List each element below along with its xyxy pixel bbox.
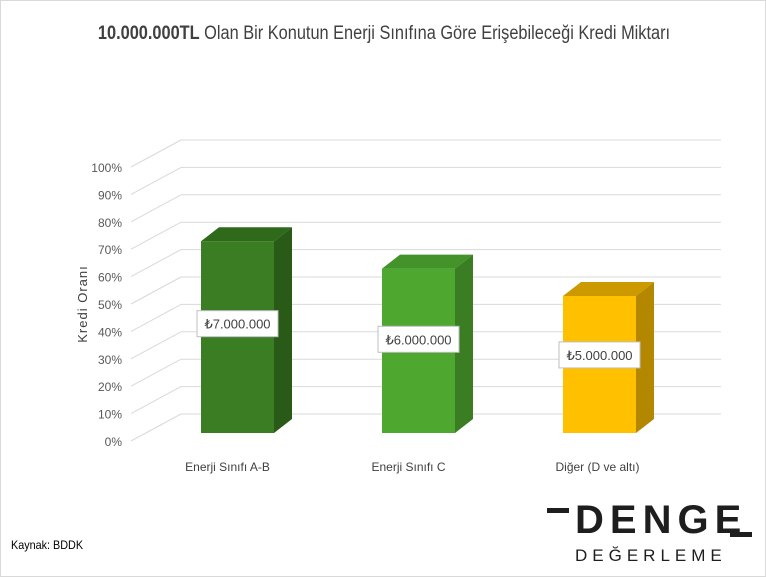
chart-title: 10.000.000TL Olan Bir Konutun Enerji Sın… xyxy=(55,23,714,45)
data-label-box xyxy=(558,341,641,369)
gridline-depth xyxy=(130,249,182,278)
y-tick-label: 10% xyxy=(98,408,122,422)
bar-top xyxy=(563,282,654,296)
gridline-depth xyxy=(130,303,182,332)
gridline-depth xyxy=(130,331,182,360)
y-tick-label: 90% xyxy=(98,188,122,202)
y-tick-label: 0% xyxy=(105,435,123,449)
y-tick-label: 40% xyxy=(98,325,122,339)
bar-side xyxy=(636,282,654,433)
gridline-depth xyxy=(130,166,182,195)
bar-top xyxy=(201,227,292,242)
y-tick-label: 20% xyxy=(98,380,122,394)
y-tick-label: 80% xyxy=(98,216,122,230)
gridline-depth xyxy=(130,221,182,250)
y-tick-label: 70% xyxy=(98,243,122,257)
source-note: Kaynak: BDDK xyxy=(11,538,84,552)
x-tick-label: Diğer (D ve altı) xyxy=(555,460,639,474)
data-label-box xyxy=(196,310,279,338)
data-label: ₺6.000.000 xyxy=(385,332,451,347)
data-label-box xyxy=(377,325,460,353)
y-axis-label: Kredi Oranı xyxy=(75,265,90,342)
title-bold: 10.000.000TL xyxy=(97,23,200,44)
denge-logo: DENGE DEĞERLEME xyxy=(547,496,757,576)
gridline-depth xyxy=(130,276,182,305)
gridline-depth xyxy=(130,358,182,387)
gridline-depth xyxy=(130,386,182,415)
bar-top xyxy=(382,254,473,269)
y-tick-label: 50% xyxy=(98,298,122,312)
data-label: ₺5.000.000 xyxy=(566,348,632,363)
title-rest: Olan Bir Konutun Enerji Sınıfına Göre Er… xyxy=(204,23,671,44)
x-tick-label: Enerji Sınıfı A-B xyxy=(185,460,270,474)
bar-side xyxy=(274,227,292,433)
data-label: ₺7.000.000 xyxy=(204,317,270,332)
y-tick-label: 30% xyxy=(98,353,122,367)
y-tick-label: 100% xyxy=(91,161,122,175)
y-tick-label: 60% xyxy=(98,271,122,285)
gridline-depth xyxy=(130,413,182,442)
gridline-depth xyxy=(130,139,182,168)
x-tick-label: Enerji Sınıfı C xyxy=(371,460,445,474)
bar-side xyxy=(455,254,473,433)
gridline-depth xyxy=(130,194,182,223)
